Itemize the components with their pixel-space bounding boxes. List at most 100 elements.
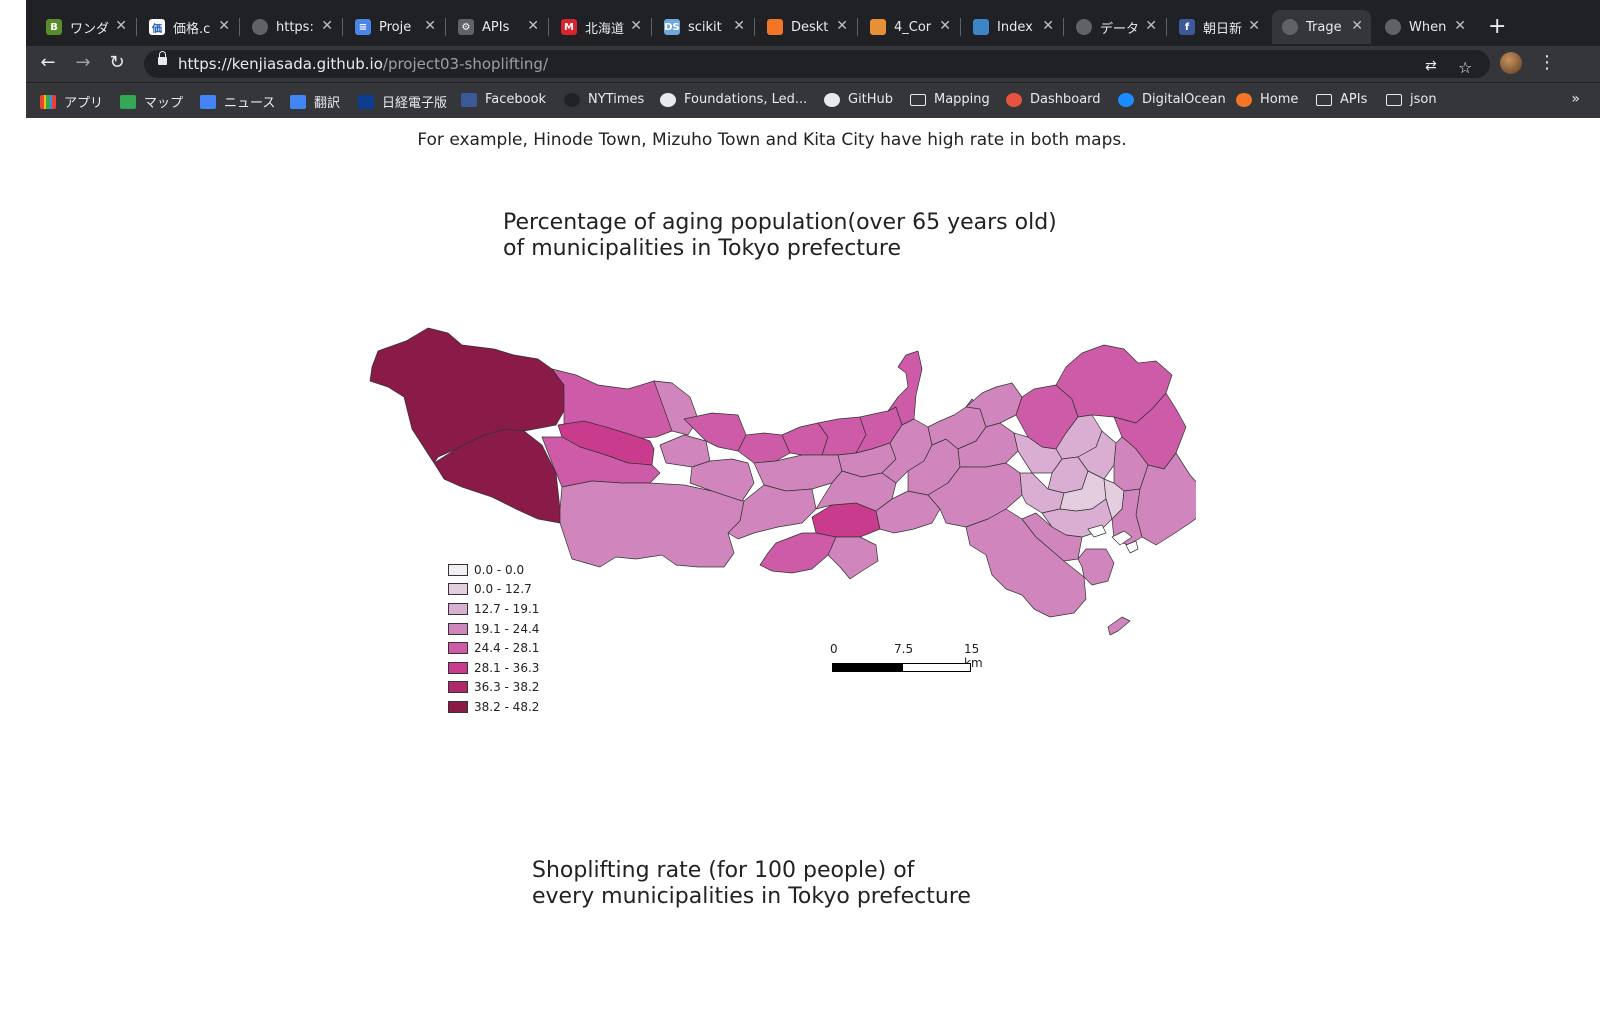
tab-2[interactable]: https: ✕ — [242, 10, 341, 44]
jupyter-icon — [767, 19, 783, 35]
tab-title: scikit — [688, 19, 722, 35]
close-tab-icon[interactable]: ✕ — [321, 18, 333, 34]
bookmark-foundations-led[interactable]: Foundations, Led... — [660, 92, 807, 107]
bookmark-digitalocean[interactable]: DigitalOcean — [1118, 92, 1226, 107]
bookmark-mapping[interactable]: Mapping — [910, 92, 990, 107]
tab-3[interactable]: ≡ Proje ✕ — [345, 10, 444, 44]
close-tab-icon[interactable]: ✕ — [218, 18, 230, 34]
scale-label-mid: 7.5 — [894, 642, 914, 656]
close-tab-icon[interactable]: ✕ — [1042, 18, 1054, 34]
close-tab-icon[interactable]: ✕ — [836, 18, 848, 34]
bookmark-json[interactable]: json — [1386, 92, 1437, 107]
tab-title: Proje — [379, 19, 412, 35]
tab-7[interactable]: Deskt ✕ — [757, 10, 856, 44]
bookmark-label: DigitalOcean — [1142, 92, 1226, 107]
tab-title: 朝日新 — [1203, 21, 1243, 37]
dashboard-icon — [1006, 92, 1022, 107]
tab-11[interactable]: f 朝日新 ✕ — [1169, 10, 1268, 44]
tab-9[interactable]: Index ✕ — [963, 10, 1062, 44]
bookmark-star-icon[interactable]: ☆ — [1458, 58, 1473, 77]
legend-item: 0.0 - 0.0 — [448, 560, 539, 580]
tab-12[interactable]: Trage ✕ — [1272, 10, 1371, 44]
tab-separator — [651, 18, 652, 36]
bookmark-dashboard[interactable]: Dashboard — [1006, 92, 1101, 107]
tab-separator — [1166, 18, 1167, 36]
scale-label-0: 0 — [830, 642, 838, 656]
bookmark-nytimes[interactable]: NYTimes — [564, 92, 644, 107]
reload-button[interactable]: ↻ — [109, 52, 125, 73]
legend-label: 24.4 - 28.1 — [474, 641, 540, 656]
map-legend: 0.0 - 0.0 0.0 - 12.7 12.7 - 19.1 19.1 - 24.… — [448, 560, 539, 717]
bookmark-4[interactable]: 日経電子版 — [358, 92, 447, 111]
forward-button[interactable]: → — [75, 52, 91, 73]
legend-item: 19.1 - 24.4 — [448, 619, 539, 639]
map-title-aging: Percentage of aging population(over 65 y… — [503, 210, 1057, 261]
tab-5[interactable]: M 北海道 ✕ — [551, 10, 650, 44]
bookmarks-bar: » アプリ マップ ニュース 翻訳 日経電子版 Facebook NYTimes Founda… — [26, 82, 1600, 118]
scale-bar: 0 7.5 15 km — [830, 642, 990, 682]
bookmark-facebook[interactable]: Facebook — [461, 92, 546, 107]
tokyo-choropleth-map — [369, 327, 1196, 636]
close-tab-icon[interactable]: ✕ — [733, 18, 745, 34]
bookmark-home[interactable]: Home — [1236, 92, 1298, 107]
tab-separator — [239, 18, 240, 36]
close-tab-icon[interactable]: ✕ — [939, 18, 951, 34]
map-region-ota — [965, 508, 1087, 618]
tab-0[interactable]: B ワンダ ✕ — [36, 10, 135, 44]
tab-4[interactable]: ⚙ APIs ✕ — [448, 10, 547, 44]
bookmark-1[interactable]: マップ — [120, 92, 183, 111]
profile-avatar[interactable] — [1500, 52, 1522, 74]
tab-title: Deskt — [791, 19, 829, 35]
legend-label: 36.3 - 38.2 — [474, 680, 540, 695]
map-region-haneda-island — [1107, 616, 1131, 636]
close-tab-icon[interactable]: ✕ — [630, 18, 642, 34]
folder-icon — [1386, 93, 1402, 106]
back-button[interactable]: ← — [40, 52, 56, 73]
map-region-chofu — [875, 490, 941, 534]
more-bookmarks-button[interactable]: » — [1571, 91, 1580, 107]
legend-item: 0.0 - 12.7 — [448, 580, 539, 600]
maps-icon — [120, 94, 136, 109]
close-tab-icon[interactable]: ✕ — [1248, 18, 1260, 34]
bookmark-label: NYTimes — [588, 92, 645, 107]
close-tab-icon[interactable]: ✕ — [527, 18, 539, 34]
address-bar[interactable]: https://kenjiasada.github.io/project03-s… — [144, 50, 1490, 78]
bookmark-label: APIs — [1340, 92, 1368, 107]
tab-13[interactable]: When ✕ — [1375, 10, 1474, 44]
folder-icon — [1316, 93, 1332, 106]
legend-item: 24.4 - 28.1 — [448, 638, 539, 658]
notebook-icon — [870, 19, 886, 35]
close-tab-icon[interactable]: ✕ — [115, 18, 127, 34]
github-icon — [824, 92, 840, 107]
tab-6[interactable]: DS scikit ✕ — [654, 10, 753, 44]
bookmark-github[interactable]: GitHub — [824, 92, 893, 107]
close-tab-icon[interactable]: ✕ — [1145, 18, 1157, 34]
bookmark-apis[interactable]: APIs — [1316, 92, 1367, 107]
menu-icon[interactable]: ⋮ — [1538, 52, 1556, 73]
close-tab-icon[interactable]: ✕ — [1351, 18, 1363, 34]
tab-10[interactable]: データ ✕ — [1066, 10, 1165, 44]
bookmark-label: json — [1410, 92, 1437, 107]
tab-title: When — [1409, 19, 1447, 35]
tab-title: Trage — [1306, 19, 1342, 35]
legend-swatch — [448, 622, 468, 635]
tab-8[interactable]: 4_Cor ✕ — [860, 10, 959, 44]
browser-chrome: B ワンダ ✕ 価価格.c ✕ https: ✕ ≡ Proje ✕ ⚙ APIs ✕ M 北海道 ✕ DS sc… — [26, 0, 1600, 118]
legend-label: 0.0 - 0.0 — [474, 562, 525, 577]
kakaku-icon: 価 — [149, 19, 165, 35]
new-tab-button[interactable]: + — [1488, 14, 1507, 39]
bookmark-2[interactable]: ニュース — [200, 92, 275, 111]
close-tab-icon[interactable]: ✕ — [1454, 18, 1466, 34]
bookmark-label: アプリ — [64, 96, 104, 111]
facebook-icon — [461, 92, 477, 107]
bookmark-3[interactable]: 翻訳 — [290, 92, 340, 111]
tab-separator — [136, 18, 137, 36]
page-content: For example, Hinode Town, Mizuho Town an… — [26, 118, 1600, 1014]
url-text: https://kenjiasada.github.io/project03-s… — [178, 55, 548, 73]
legend-swatch — [448, 563, 468, 576]
bookmark-0[interactable]: アプリ — [40, 92, 103, 111]
close-tab-icon[interactable]: ✕ — [424, 18, 436, 34]
tab-title: APIs — [482, 19, 510, 35]
translate-icon[interactable]: ⇄ — [1425, 58, 1437, 74]
tab-1[interactable]: 価価格.c ✕ — [139, 10, 238, 44]
